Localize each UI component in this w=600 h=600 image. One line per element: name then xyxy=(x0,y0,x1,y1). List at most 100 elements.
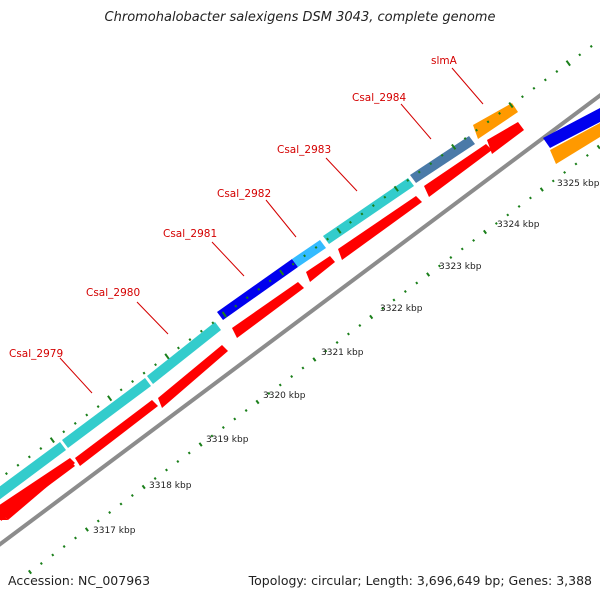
scale-tick xyxy=(27,455,31,459)
scale-tick xyxy=(62,545,66,548)
reverse-strand-track xyxy=(0,122,524,521)
scale-tick xyxy=(267,392,271,395)
scale-tick xyxy=(165,468,168,472)
forward-strand-track xyxy=(0,103,600,500)
scale-tick xyxy=(460,247,464,251)
scale-tick xyxy=(578,53,582,57)
map-title: Chromohalobacter salexigens DSM 3043, co… xyxy=(104,10,496,25)
scale-tick xyxy=(440,153,444,157)
scale-tick xyxy=(28,569,32,575)
callout-line xyxy=(136,301,169,335)
callout-line xyxy=(211,241,245,277)
scale-tick xyxy=(472,238,476,242)
scale-label: 3324 kbp xyxy=(497,220,540,230)
scale-tick xyxy=(381,306,385,311)
scale-tick xyxy=(463,137,467,141)
scale-label: 3319 kbp xyxy=(206,435,249,445)
scale-tick xyxy=(234,304,238,308)
scale-tick xyxy=(449,256,453,259)
scale-tick xyxy=(154,363,158,367)
callout-line xyxy=(451,67,484,105)
scale-tick xyxy=(555,70,559,73)
gene-block-orange xyxy=(550,123,600,164)
scale-tick xyxy=(346,332,350,336)
scale-tick xyxy=(520,95,524,99)
scale-tick xyxy=(551,179,555,183)
gene-label: slmA xyxy=(431,55,458,67)
scale-tick xyxy=(482,229,488,235)
scale-tick xyxy=(245,296,249,300)
callout-line xyxy=(59,357,93,394)
scale-tick xyxy=(176,460,180,463)
scale-tick xyxy=(403,290,407,293)
scale-tick xyxy=(532,86,536,90)
scale-tick xyxy=(51,553,55,557)
outer-tick-track xyxy=(4,44,593,476)
scale-tick xyxy=(255,399,260,405)
callout-line xyxy=(400,103,432,140)
genome-backbone xyxy=(0,92,600,547)
scale-tick xyxy=(62,430,66,434)
gene-block-blue xyxy=(543,108,600,148)
scale-tick xyxy=(589,44,593,48)
scale-tick xyxy=(563,170,567,174)
scale-tick xyxy=(324,349,328,353)
scale-tick xyxy=(303,254,307,258)
scale-tick xyxy=(290,375,294,378)
scale-tick xyxy=(335,340,339,345)
scale-tick xyxy=(119,388,123,392)
scale-tick xyxy=(164,353,170,360)
scale-tick xyxy=(529,196,532,200)
cds-block xyxy=(487,122,524,154)
scale-tick xyxy=(244,409,248,412)
gene-callout-lines xyxy=(59,67,484,394)
scale-tick xyxy=(39,562,43,565)
scale-tick xyxy=(107,395,113,402)
scale-tick xyxy=(49,437,55,444)
scale-tick xyxy=(39,447,43,450)
scale-tick xyxy=(426,272,431,277)
gene-label: Csal_2984 xyxy=(352,92,406,104)
scale-tick xyxy=(371,204,375,208)
scale-tick xyxy=(74,536,77,540)
scale-tick xyxy=(96,405,100,409)
scale-tick xyxy=(279,269,285,276)
gene-label: Csal_2980 xyxy=(86,287,140,299)
callout-line xyxy=(325,157,358,192)
scale-label: 3320 kbp xyxy=(263,391,306,401)
scale-tick xyxy=(358,324,362,327)
gene-label: Csal_2979 xyxy=(9,348,63,360)
scale-tick xyxy=(383,195,387,199)
scale-tick xyxy=(585,153,589,157)
scale-tick xyxy=(291,262,295,266)
scale-tick xyxy=(130,494,134,497)
scale-tick xyxy=(494,221,498,225)
cds-block xyxy=(75,400,158,466)
gene-label: Csal_2983 xyxy=(277,144,331,156)
gene-labels: Csal_2979 Csal_2980 Csal_2981 Csal_2982 … xyxy=(9,55,458,360)
callout-line xyxy=(265,199,297,238)
gene-block-orange xyxy=(473,103,518,139)
scale-tick xyxy=(508,102,514,109)
inner-tick-track xyxy=(28,144,600,575)
scale-tick xyxy=(314,245,318,249)
scale-tick xyxy=(188,338,192,342)
cds-block xyxy=(158,345,228,408)
scale-tick xyxy=(312,357,317,362)
cds-block xyxy=(424,144,492,197)
scale-tick xyxy=(539,187,544,192)
gene-block-lightblue xyxy=(292,240,326,267)
gene-block-steel xyxy=(410,136,475,183)
scale-label: 3317 kbp xyxy=(93,526,136,536)
genome-summary-text: Topology: circular; Length: 3,696,649 bp… xyxy=(248,573,592,588)
cds-block xyxy=(0,460,75,521)
scale-tick xyxy=(543,78,547,82)
gene-label: Csal_2982 xyxy=(217,188,271,200)
scale-tick xyxy=(278,383,282,387)
gene-label: Csal_2981 xyxy=(163,228,217,240)
scale-tick xyxy=(96,519,100,523)
scale-tick xyxy=(486,120,490,124)
scale-tick xyxy=(406,178,410,182)
gene-block-cyan xyxy=(147,322,221,384)
scale-tick xyxy=(268,279,272,283)
